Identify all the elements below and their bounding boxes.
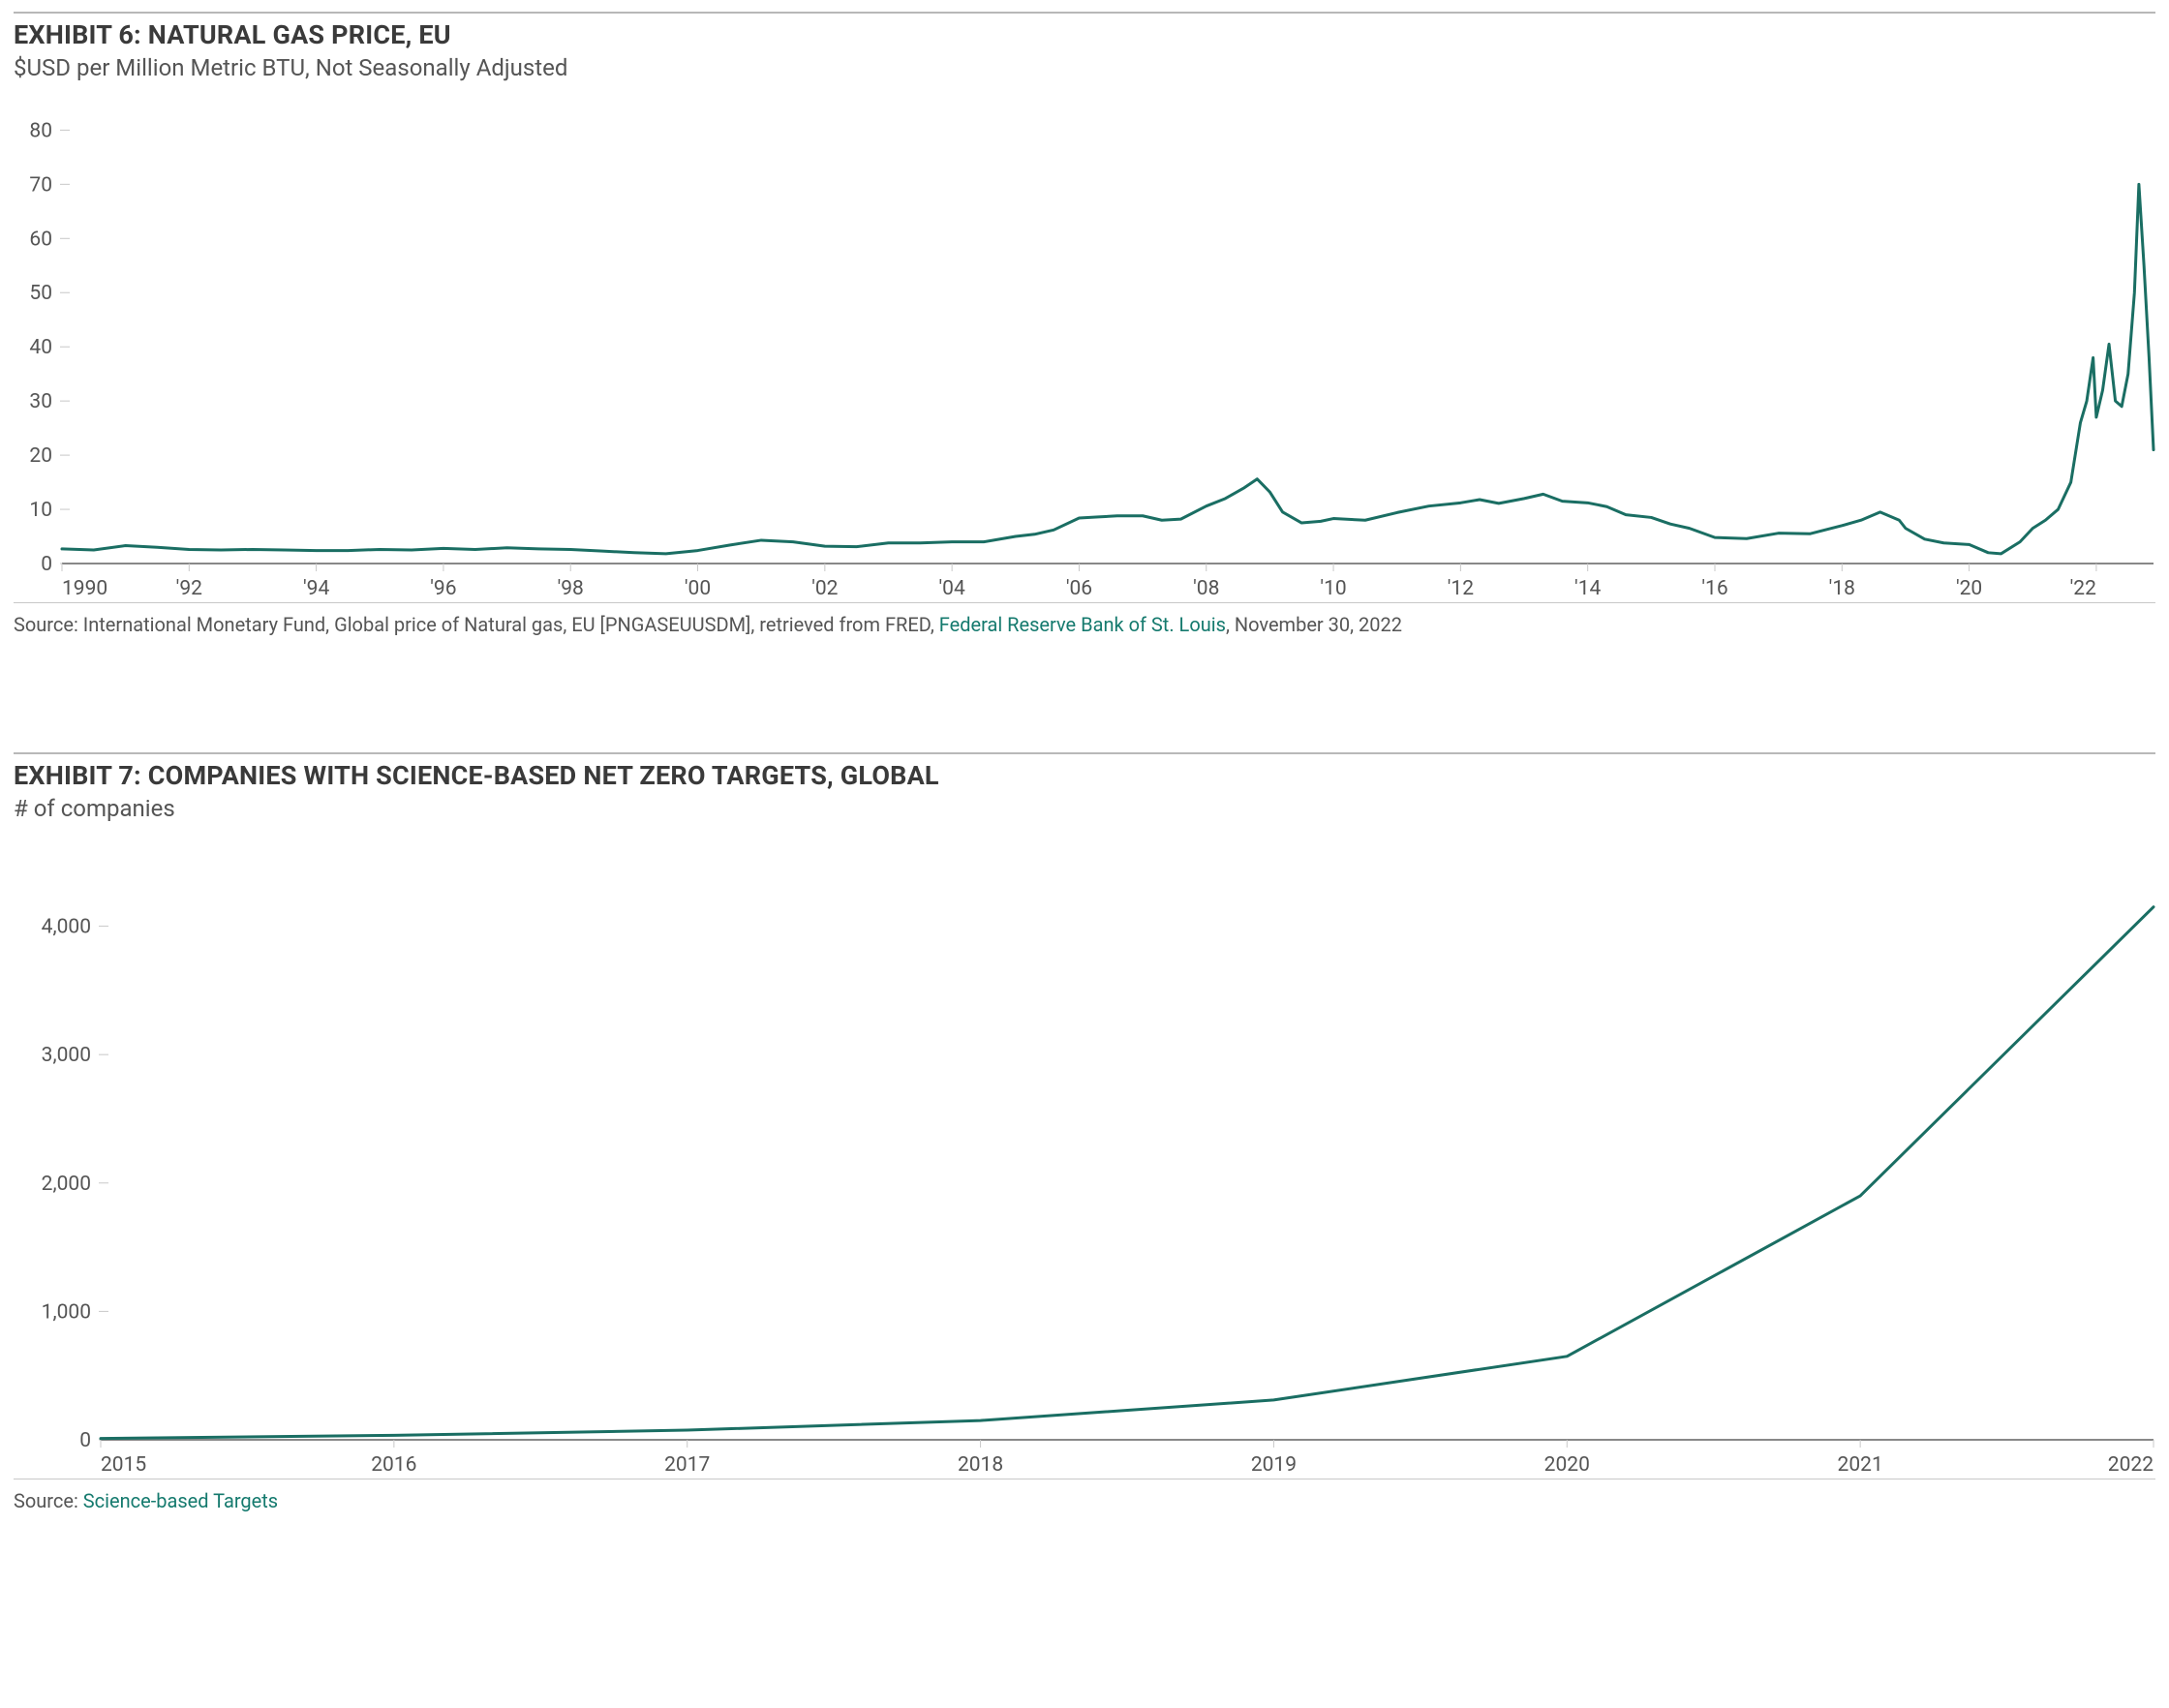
title-rule bbox=[14, 752, 2155, 754]
svg-text:'96: '96 bbox=[430, 577, 456, 598]
source-rule: Source: International Monetary Fund, Glo… bbox=[14, 602, 2155, 636]
svg-text:0: 0 bbox=[41, 553, 52, 576]
svg-text:2017: 2017 bbox=[664, 1453, 710, 1475]
svg-text:1,000: 1,000 bbox=[42, 1300, 91, 1324]
svg-text:10: 10 bbox=[29, 499, 52, 522]
exhibit-7-title: EXHIBIT 7: COMPANIES WITH SCIENCE-BASED … bbox=[14, 760, 2155, 791]
exhibit-6: EXHIBIT 6: NATURAL GAS PRICE, EU $USD pe… bbox=[14, 12, 2155, 636]
svg-text:60: 60 bbox=[29, 228, 52, 251]
svg-text:'12: '12 bbox=[1448, 577, 1474, 598]
source-prefix: Source: bbox=[14, 1489, 83, 1512]
svg-text:'14: '14 bbox=[1574, 577, 1601, 598]
svg-text:2019: 2019 bbox=[1251, 1453, 1297, 1475]
source-rule: Source: Science-based Targets bbox=[14, 1479, 2155, 1512]
svg-text:80: 80 bbox=[29, 119, 52, 142]
exhibit-6-title: EXHIBIT 6: NATURAL GAS PRICE, EU bbox=[14, 19, 2155, 50]
svg-text:2021: 2021 bbox=[1838, 1453, 1883, 1475]
svg-text:'16: '16 bbox=[1701, 577, 1727, 598]
source-prefix: Source: International Monetary Fund, Glo… bbox=[14, 613, 939, 636]
source-link-sbt[interactable]: Science-based Targets bbox=[83, 1489, 278, 1512]
svg-text:'18: '18 bbox=[1829, 577, 1855, 598]
svg-text:'20: '20 bbox=[1956, 577, 1982, 598]
svg-text:2,000: 2,000 bbox=[42, 1173, 91, 1196]
svg-text:2018: 2018 bbox=[958, 1453, 1003, 1475]
svg-text:3,000: 3,000 bbox=[42, 1044, 91, 1067]
svg-text:'92: '92 bbox=[176, 577, 202, 598]
exhibit-6-svg: 0 10 20 30 40 50 60 70 80 1990 '92 '94 '96 '98 '00 '02 '… bbox=[14, 99, 2157, 598]
source-link-fred[interactable]: Federal Reserve Bank of St. Louis bbox=[939, 613, 1226, 636]
svg-text:2016: 2016 bbox=[371, 1453, 416, 1475]
exhibit-7: EXHIBIT 7: COMPANIES WITH SCIENCE-BASED … bbox=[14, 752, 2155, 1512]
svg-text:1990: 1990 bbox=[62, 577, 107, 598]
exhibit-6-chart: 0 10 20 30 40 50 60 70 80 1990 '92 '94 '96 '98 '00 '02 '… bbox=[14, 99, 2155, 598]
exhibit-7-chart: 0 1,000 2,000 3,000 4,000 2015 2016 2017 2018 201… bbox=[14, 839, 2155, 1475]
svg-text:'06: '06 bbox=[1066, 577, 1092, 598]
svg-text:'98: '98 bbox=[558, 577, 584, 598]
svg-text:0: 0 bbox=[79, 1429, 91, 1452]
title-rule bbox=[14, 12, 2155, 14]
svg-text:30: 30 bbox=[29, 390, 52, 413]
svg-text:'04: '04 bbox=[939, 577, 965, 598]
svg-text:'94: '94 bbox=[303, 577, 329, 598]
svg-text:2022: 2022 bbox=[2108, 1453, 2154, 1475]
svg-text:'00: '00 bbox=[685, 577, 711, 598]
svg-text:4,000: 4,000 bbox=[42, 916, 91, 939]
exhibit-7-source: Source: Science-based Targets bbox=[14, 1489, 278, 1512]
svg-text:2020: 2020 bbox=[1544, 1453, 1590, 1475]
svg-text:70: 70 bbox=[29, 173, 52, 197]
svg-text:50: 50 bbox=[29, 282, 52, 305]
svg-text:'22: '22 bbox=[2070, 577, 2096, 598]
svg-text:'08: '08 bbox=[1193, 577, 1219, 598]
exhibit-6-subtitle: $USD per Million Metric BTU, Not Seasona… bbox=[14, 54, 2155, 81]
source-suffix: , November 30, 2022 bbox=[1226, 613, 1402, 636]
svg-text:20: 20 bbox=[29, 444, 52, 468]
exhibit-6-source: Source: International Monetary Fund, Glo… bbox=[14, 613, 1402, 636]
svg-text:'10: '10 bbox=[1320, 577, 1346, 598]
svg-text:40: 40 bbox=[29, 336, 52, 359]
svg-text:2015: 2015 bbox=[101, 1453, 146, 1475]
svg-text:'02: '02 bbox=[811, 577, 838, 598]
exhibit-7-svg: 0 1,000 2,000 3,000 4,000 2015 2016 2017 2018 201… bbox=[14, 839, 2157, 1475]
exhibit-7-subtitle: # of companies bbox=[14, 795, 2155, 822]
